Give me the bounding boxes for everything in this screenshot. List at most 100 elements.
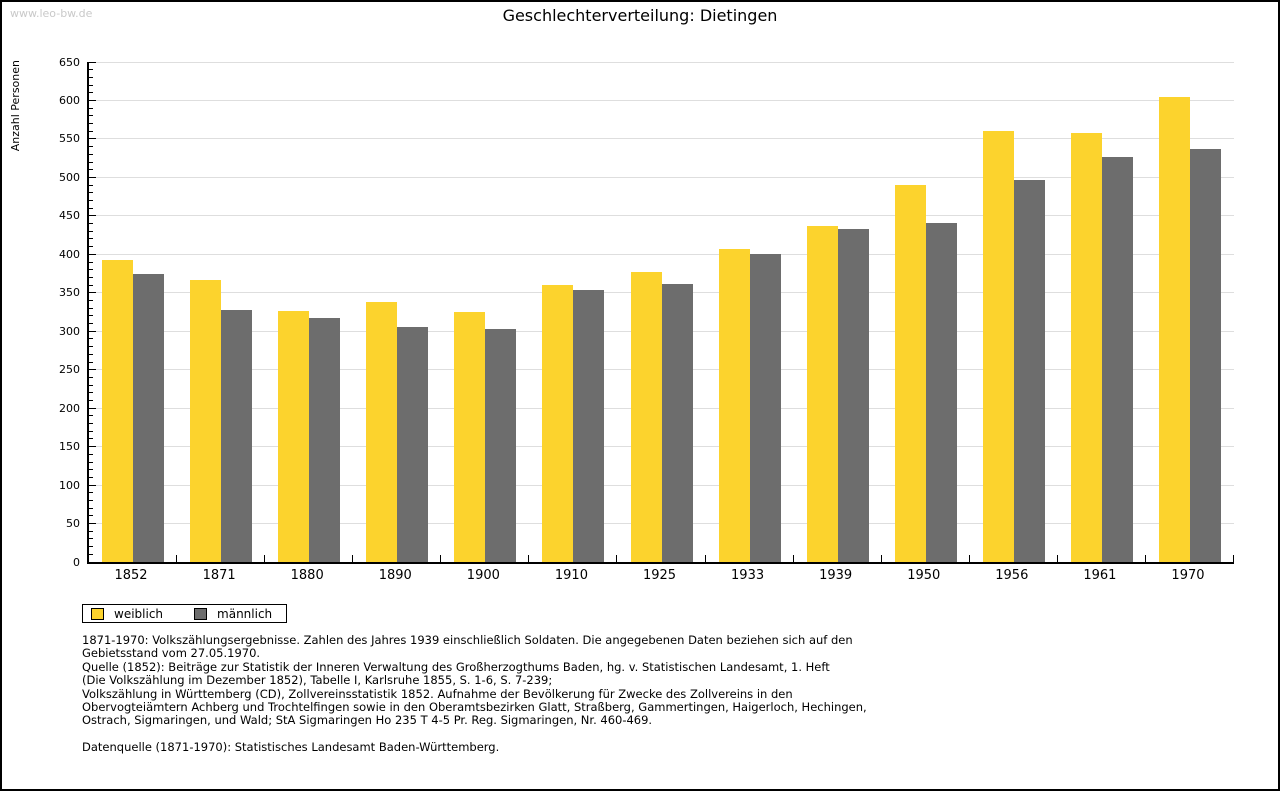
y-axis-tick: [89, 69, 93, 71]
footnote-line: Gebietsstand vom 27.05.1970.: [82, 646, 261, 661]
y-axis-tick: [89, 538, 93, 540]
y-axis-tick-label: 0: [73, 555, 80, 569]
bar-männlich-1950: [925, 222, 957, 562]
x-axis-tick: [616, 555, 618, 562]
y-axis-tick: [89, 507, 93, 509]
y-axis-tick-label: 350: [59, 286, 80, 300]
bar-männlich-1961: [1101, 157, 1133, 562]
y-axis-tick-label: 450: [59, 209, 80, 223]
y-axis-tick: [89, 515, 93, 517]
x-axis-tick: [880, 555, 882, 562]
y-axis-tick: [89, 461, 93, 463]
bar-weiblich-1852: [102, 259, 134, 562]
bar-weiblich-1871: [190, 280, 222, 562]
y-axis-tick: [89, 499, 93, 501]
legend-swatch-weiblich: [91, 607, 104, 620]
bar-männlich-1910: [573, 290, 605, 562]
gridline: [89, 176, 1234, 178]
x-axis-label-1925: 1925: [642, 568, 677, 583]
x-axis-tick: [264, 555, 266, 562]
y-axis-tick: [89, 315, 93, 317]
footnote-line: Quelle (1852): Beiträge zur Statistik de…: [82, 659, 830, 674]
bar-weiblich-1956: [982, 131, 1014, 562]
footnote-line: Ostrach, Sigmaringen, und Wald; StA Sigm…: [82, 713, 653, 728]
bar-männlich-1970: [1189, 148, 1221, 562]
y-axis-tick: [89, 469, 93, 471]
bar-weiblich-1933: [718, 248, 750, 562]
y-axis-tick: [89, 161, 93, 163]
bar-weiblich-1950: [894, 185, 926, 562]
watermark-text: www.leo-bw.de: [10, 7, 93, 20]
legend-item-weiblich: weiblich: [91, 607, 163, 621]
y-axis-tick: [89, 423, 93, 425]
y-axis-tick: [89, 176, 96, 178]
x-axis-label-1880: 1880: [290, 568, 324, 583]
bar-group-1880: [265, 62, 353, 562]
y-axis-tick: [89, 299, 93, 301]
y-axis-tick: [89, 323, 93, 325]
legend-swatch-männlich: [194, 607, 208, 620]
y-axis-tick: [89, 523, 96, 525]
y-axis-tick: [89, 138, 96, 140]
bar-group-1939: [794, 62, 882, 562]
y-axis-tick: [89, 492, 93, 494]
x-axis-label-1933: 1933: [731, 568, 765, 583]
y-axis-tick-label: 500: [59, 170, 80, 184]
bar-weiblich-1939: [806, 225, 838, 562]
bar-groups: [89, 62, 1234, 562]
x-axis-label-1950: 1950: [907, 568, 941, 583]
bar-männlich-1871: [221, 309, 253, 562]
bar-group-1925: [617, 62, 705, 562]
y-axis-tick: [89, 392, 93, 394]
plot-area: [87, 61, 1234, 564]
y-axis-tick: [89, 215, 96, 217]
y-axis-tick: [89, 115, 93, 117]
datasource-line: Datenquelle (1871-1970): Statistisches L…: [82, 739, 500, 754]
x-axis-tick: [176, 555, 178, 562]
x-axis-tick-labels: 1852 1871 1880 1890 1900 1910 1925 1933 1939 1950…: [87, 568, 1232, 583]
bar-group-1970: [1146, 62, 1234, 562]
y-axis-tick: [89, 284, 93, 286]
y-axis-tick: [89, 530, 93, 532]
y-axis-tick-labels: 0 50 100 150 200 250 300 350 400 450 500 550 600 650: [2, 57, 80, 568]
x-axis-tick: [704, 555, 706, 562]
y-axis-tick: [89, 346, 93, 348]
y-axis-tick-label: 250: [59, 363, 80, 377]
bar-weiblich-1970: [1158, 97, 1190, 562]
bar-männlich-1900: [485, 328, 517, 562]
y-axis-tick: [89, 292, 96, 294]
y-axis-tick: [89, 407, 96, 409]
bar-männlich-1852: [133, 273, 165, 562]
y-axis-tick: [89, 553, 93, 555]
y-axis-tick: [89, 430, 93, 432]
gridline: [89, 61, 1234, 63]
bar-weiblich-1890: [366, 302, 398, 562]
legend-item-männlich: männlich: [194, 607, 272, 621]
x-axis-tick: [968, 555, 970, 562]
bar-weiblich-1925: [630, 272, 662, 562]
x-axis-tick: [792, 555, 794, 562]
y-axis-tick: [89, 246, 93, 248]
y-axis-tick: [89, 107, 93, 109]
footnote-line: 1871-1970: Volkszählungsergebnisse. Zahl…: [82, 633, 853, 647]
y-axis-tick: [89, 307, 93, 309]
bar-weiblich-1910: [542, 285, 574, 562]
y-axis-tick: [89, 446, 96, 448]
bar-group-1933: [706, 62, 794, 562]
bar-weiblich-1900: [454, 312, 486, 562]
bar-männlich-1880: [309, 318, 341, 562]
bar-männlich-1890: [397, 327, 429, 562]
legend-label: männlich: [217, 606, 273, 621]
x-axis-tick: [1233, 555, 1234, 562]
x-axis-label-1852: 1852: [114, 568, 148, 583]
footnote-line: Volkszählung in Württemberg (CD), Zollve…: [82, 686, 793, 701]
bar-group-1910: [529, 62, 617, 562]
y-axis-tick-label: 300: [59, 324, 80, 338]
y-axis-tick-label: 200: [59, 401, 80, 415]
y-axis-tick: [89, 92, 93, 94]
footnote-line: Obervogteiämtern Achberg und Trochtelfin…: [82, 700, 867, 715]
y-axis-tick: [89, 453, 93, 455]
y-axis-tick: [89, 184, 93, 186]
y-axis-tick: [89, 330, 96, 332]
y-axis-tick: [89, 238, 93, 240]
